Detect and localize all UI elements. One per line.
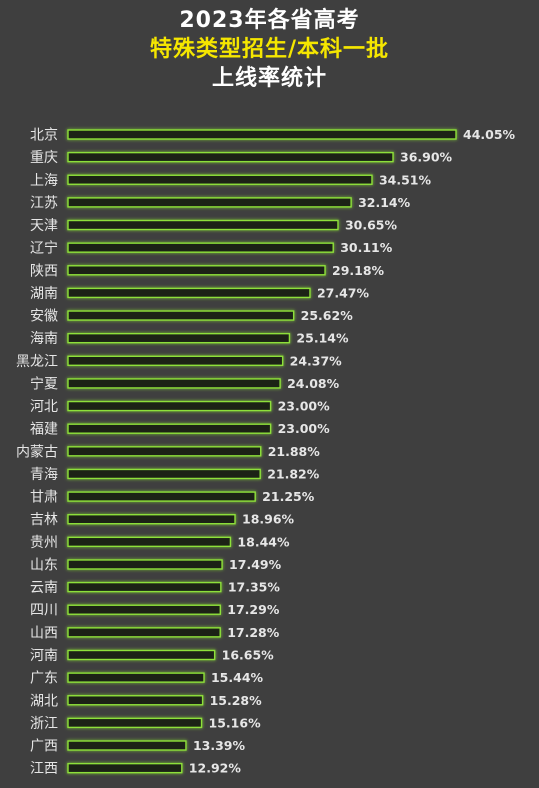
value-label: 30.11% [340, 240, 393, 255]
value-label: 44.05% [463, 127, 516, 142]
bar [67, 332, 291, 344]
bar [67, 310, 295, 321]
category-label: 四川 [30, 603, 58, 619]
category-label: 陕西 [30, 263, 58, 279]
value-label: 23.00% [278, 421, 331, 436]
bar [67, 762, 183, 774]
value-label: 36.90% [400, 150, 453, 165]
bar [67, 446, 262, 457]
category-label: 江西 [30, 761, 58, 777]
value-label: 15.28% [210, 693, 263, 708]
category-label: 甘肃 [30, 490, 58, 506]
category-label: 北京 [30, 128, 58, 144]
bar [67, 627, 221, 638]
bar [67, 129, 457, 140]
category-label: 重庆 [30, 150, 58, 166]
value-label: 21.82% [267, 466, 320, 481]
bar [67, 514, 236, 525]
value-label: 24.08% [287, 376, 340, 391]
bar [67, 649, 216, 661]
category-label: 内蒙古 [16, 444, 58, 460]
bar [67, 423, 272, 434]
bar [67, 491, 256, 502]
category-label: 安徽 [30, 309, 58, 325]
bar [67, 672, 205, 683]
bar [67, 197, 352, 208]
bar [67, 559, 223, 570]
category-label: 河南 [30, 648, 58, 664]
value-label: 27.47% [317, 285, 370, 300]
value-label: 13.39% [193, 738, 246, 753]
category-label: 江苏 [30, 195, 58, 211]
value-label: 25.62% [301, 308, 354, 323]
value-label: 17.49% [229, 557, 282, 572]
value-label: 17.29% [227, 602, 280, 617]
category-label: 湖南 [30, 286, 58, 302]
value-label: 25.14% [296, 331, 349, 346]
category-label: 湖北 [30, 693, 58, 709]
category-label: 云南 [30, 580, 58, 596]
category-label: 吉林 [30, 512, 58, 528]
category-label: 天津 [30, 218, 58, 234]
bar [67, 151, 394, 163]
bar [67, 219, 339, 231]
bar [67, 604, 221, 615]
value-label: 18.44% [237, 534, 290, 549]
bar [67, 581, 222, 593]
value-label: 30.65% [345, 218, 398, 233]
category-label: 浙江 [30, 716, 58, 732]
category-label: 黑龙江 [16, 354, 58, 370]
value-label: 15.16% [209, 715, 262, 730]
value-label: 17.35% [228, 580, 281, 595]
value-label: 21.88% [268, 444, 321, 459]
value-label: 24.37% [290, 353, 343, 368]
category-label: 海南 [30, 331, 58, 347]
bar [67, 536, 232, 548]
chart-title: 2023年各省高考 特殊类型招生/本科一批 上线率统计 [0, 6, 539, 93]
value-label: 16.65% [222, 647, 275, 662]
bar [67, 378, 281, 389]
value-label: 18.96% [242, 512, 295, 527]
title-line-2: 特殊类型招生/本科一批 [149, 37, 390, 62]
bar [67, 468, 261, 480]
category-label: 宁夏 [30, 375, 58, 392]
value-label: 29.18% [332, 263, 385, 278]
bar [67, 740, 187, 751]
category-label: 青海 [30, 467, 58, 483]
bar [67, 695, 204, 706]
bar [67, 400, 272, 412]
value-label: 32.14% [358, 195, 411, 210]
category-label: 广西 [30, 739, 58, 755]
category-label: 辽宁 [30, 240, 58, 257]
value-label: 21.25% [262, 489, 315, 504]
bar [67, 242, 334, 253]
value-label: 17.28% [227, 625, 280, 640]
category-label: 山西 [30, 625, 58, 641]
value-label: 34.51% [379, 172, 432, 187]
bar [67, 265, 326, 276]
title-line-1: 2023年各省高考 [179, 8, 360, 33]
category-label: 河北 [30, 399, 58, 415]
category-label: 广东 [30, 671, 58, 687]
category-label: 福建 [30, 422, 58, 438]
bar [67, 287, 311, 299]
category-label: 上海 [30, 173, 58, 189]
value-label: 23.00% [278, 399, 331, 414]
bar [67, 174, 373, 185]
value-label: 12.92% [189, 761, 242, 776]
bar [67, 717, 203, 729]
title-line-3: 上线率统计 [211, 66, 327, 91]
bar [67, 355, 284, 366]
value-label: 15.44% [211, 670, 264, 685]
category-label: 山东 [30, 557, 58, 573]
category-label: 贵州 [30, 535, 58, 551]
